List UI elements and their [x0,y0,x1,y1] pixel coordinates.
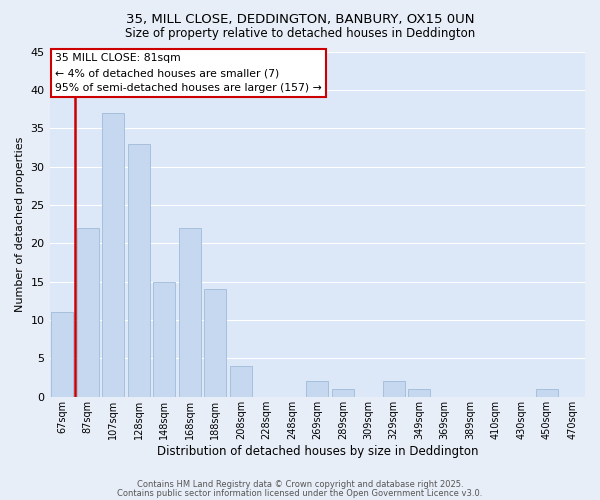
Bar [307,382,328,397]
Text: Size of property relative to detached houses in Deddington: Size of property relative to detached ho… [125,28,475,40]
Text: Contains public sector information licensed under the Open Government Licence v3: Contains public sector information licen… [118,488,482,498]
Bar [205,290,226,397]
Bar [103,113,124,397]
Text: 35 MILL CLOSE: 81sqm
← 4% of detached houses are smaller (7)
95% of semi-detache: 35 MILL CLOSE: 81sqm ← 4% of detached ho… [55,53,322,93]
Bar [536,389,557,397]
Bar [52,312,73,397]
Bar [179,228,200,397]
Bar [154,282,175,397]
Text: Contains HM Land Registry data © Crown copyright and database right 2025.: Contains HM Land Registry data © Crown c… [137,480,463,489]
Text: 35, MILL CLOSE, DEDDINGTON, BANBURY, OX15 0UN: 35, MILL CLOSE, DEDDINGTON, BANBURY, OX1… [126,12,474,26]
Y-axis label: Number of detached properties: Number of detached properties [15,136,25,312]
Bar [409,389,430,397]
Bar [77,228,98,397]
X-axis label: Distribution of detached houses by size in Deddington: Distribution of detached houses by size … [157,444,478,458]
Bar [128,144,149,397]
Bar [383,382,404,397]
Bar [332,389,353,397]
Bar [230,366,251,397]
